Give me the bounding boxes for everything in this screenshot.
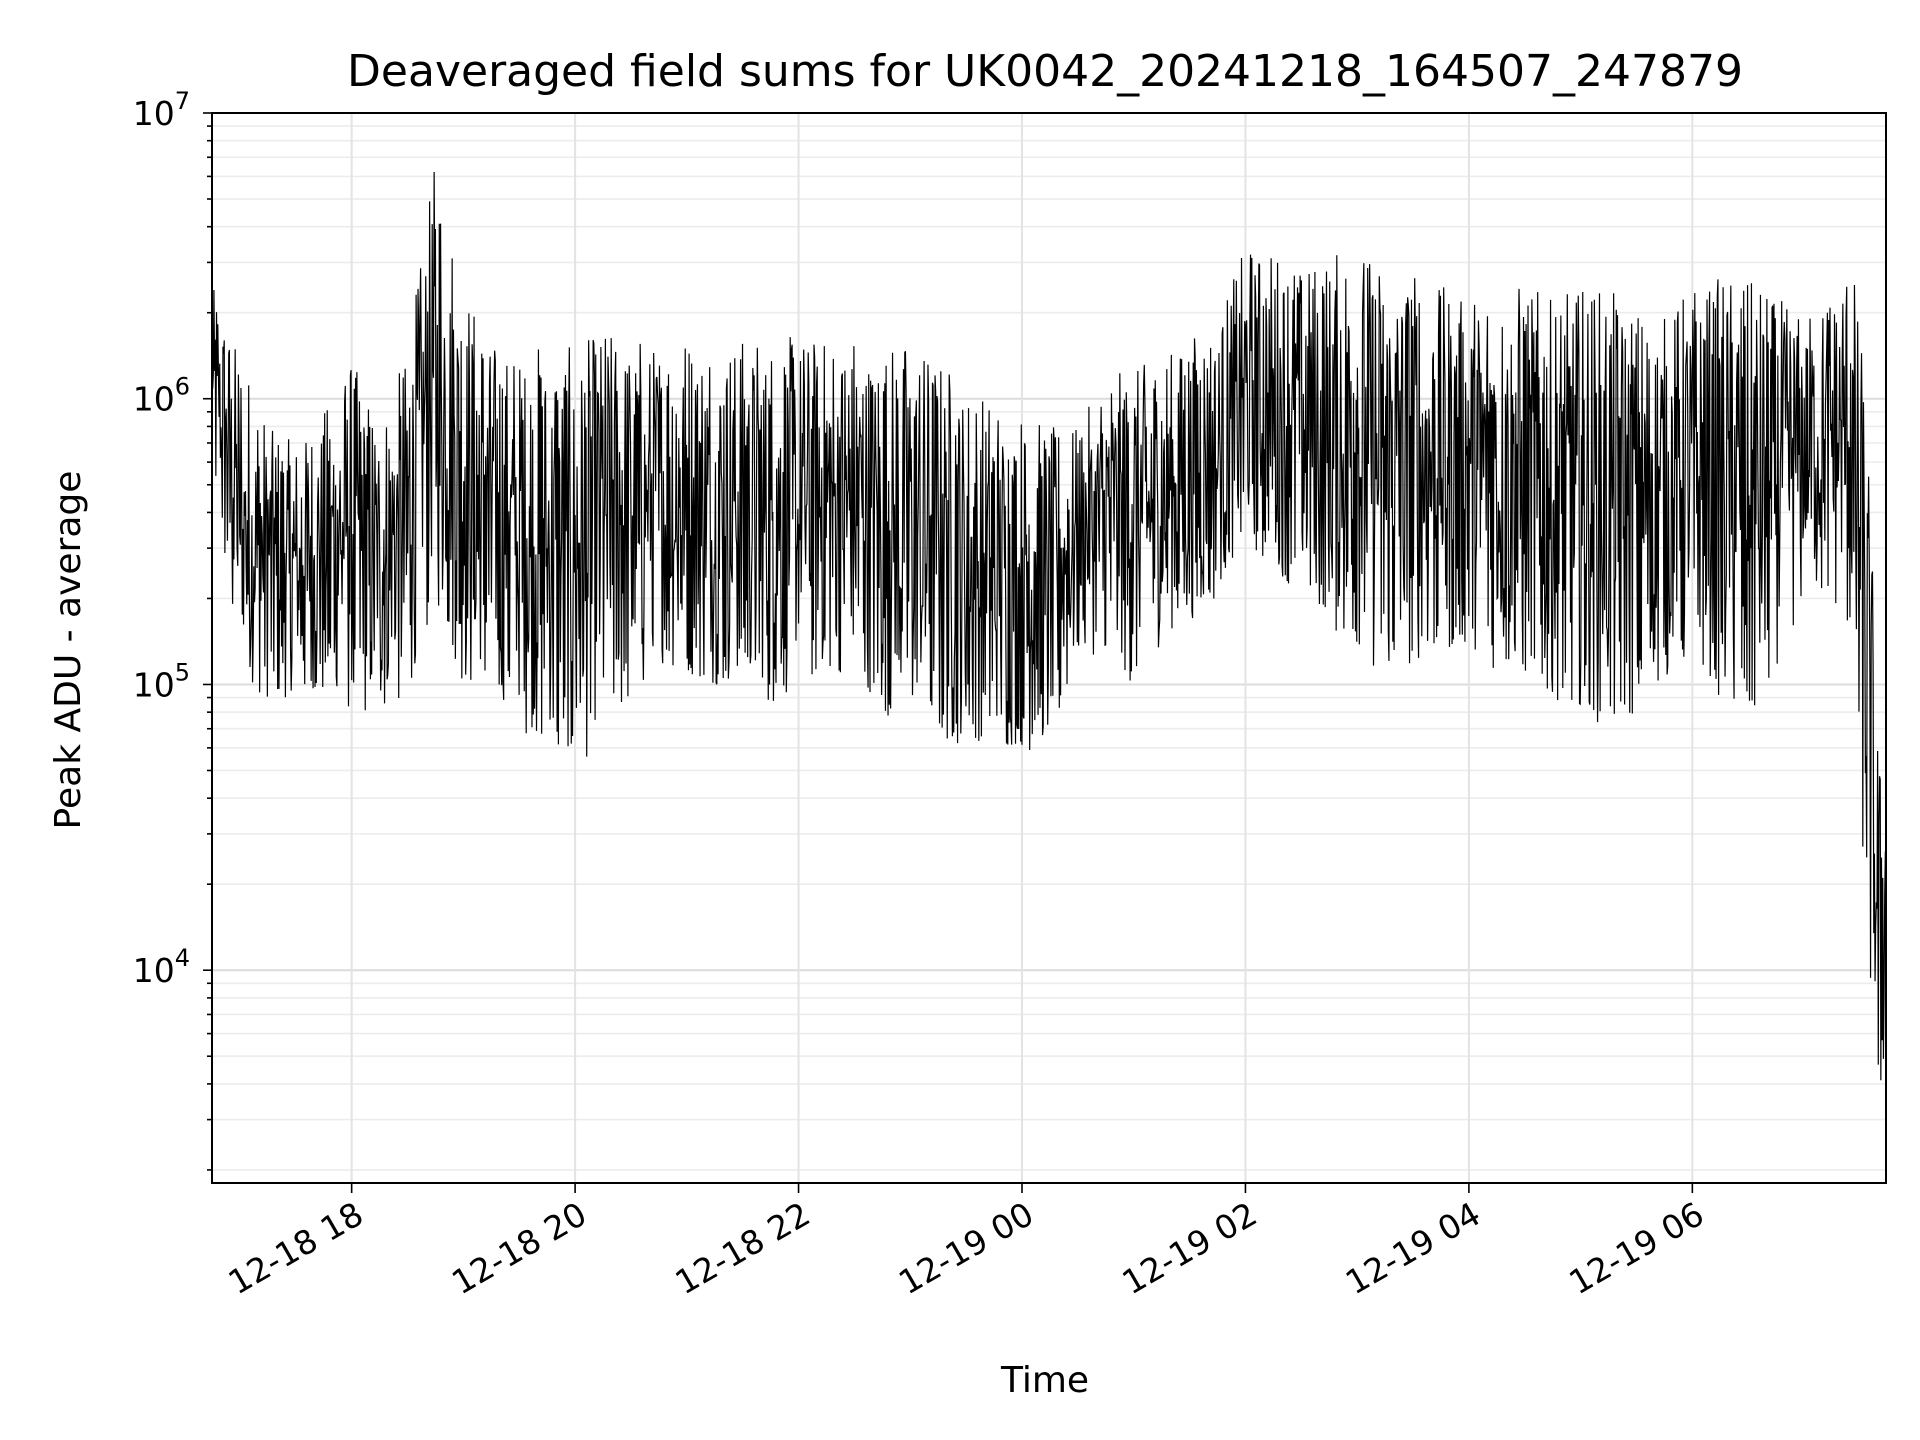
y-tick-label: 105 bbox=[133, 658, 190, 704]
y-tick-label: 106 bbox=[133, 373, 190, 419]
grid bbox=[212, 112, 1886, 1183]
chart-title: Deaveraged field sums for UK0042_2024121… bbox=[347, 46, 1743, 97]
y-tick-label: 104 bbox=[133, 944, 190, 990]
y-axis-label: Peak ADU - average bbox=[48, 471, 89, 830]
series-line-group bbox=[211, 171, 1887, 1081]
x-axis-label: Time bbox=[1000, 1360, 1089, 1401]
series-line bbox=[211, 171, 1887, 1081]
plot-frame bbox=[211, 112, 1887, 1184]
y-tick-label: 107 bbox=[133, 87, 190, 133]
